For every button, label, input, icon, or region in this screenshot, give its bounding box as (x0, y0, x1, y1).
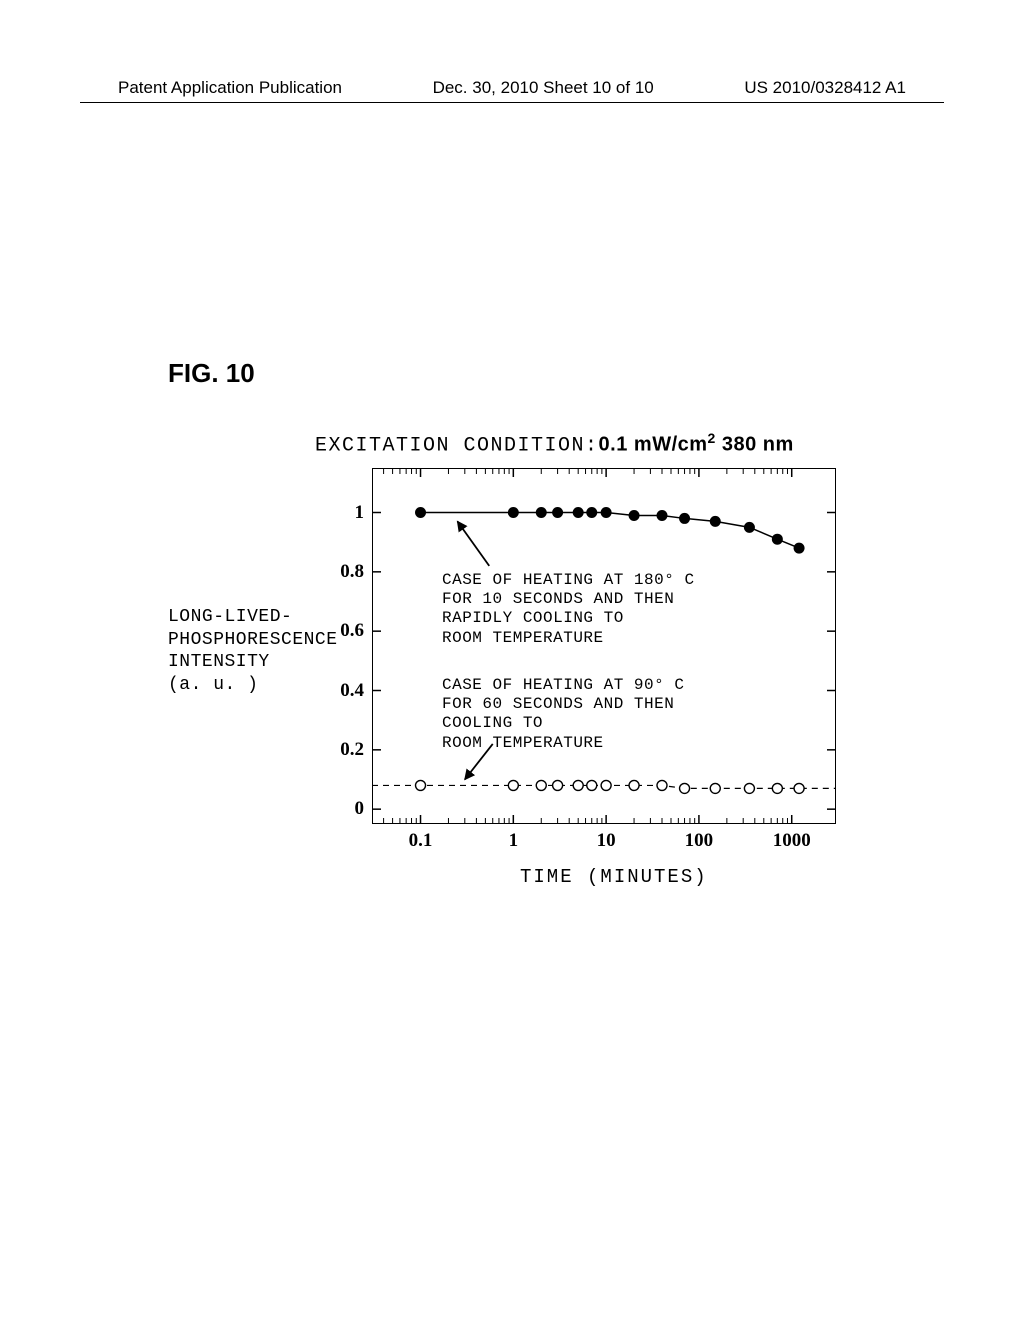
annotation-180c: CASE OF HEATING AT 180° C FOR 10 SECONDS… (442, 571, 695, 648)
figure-label: FIG. 10 (168, 358, 255, 389)
x-tick-label: 100 (674, 830, 724, 852)
ylabel-line3: INTENSITY (168, 651, 338, 674)
annot-180-l2: FOR 10 SECONDS AND THEN (442, 590, 695, 609)
y-tick-label: 0.6 (324, 620, 364, 642)
ylabel-line4: (a. u. ) (168, 674, 338, 697)
annot-90-l2: FOR 60 SECONDS AND THEN (442, 695, 684, 714)
y-tick-label: 0.2 (324, 739, 364, 761)
y-tick-label: 0 (324, 798, 364, 820)
annot-90-l3: COOLING TO (442, 714, 684, 733)
excitation-exp: 2 (708, 430, 716, 446)
excitation-wavelength: 380 nm (716, 434, 794, 456)
x-tick-label: 1000 (767, 830, 817, 852)
y-axis-label: LONG-LIVED- PHOSPHORESCENCE INTENSITY (a… (168, 606, 338, 696)
x-tick-label: 0.1 (396, 830, 446, 852)
y-tick-label: 0.8 (324, 561, 364, 583)
ylabel-line1: LONG-LIVED- (168, 606, 338, 629)
header-center: Dec. 30, 2010 Sheet 10 of 10 (433, 78, 654, 98)
x-axis-label: TIME (MINUTES) (520, 866, 708, 888)
annot-180-l1: CASE OF HEATING AT 180° C (442, 571, 695, 590)
x-tick-label: 10 (581, 830, 631, 852)
x-tick-label: 1 (488, 830, 538, 852)
chart-container (372, 468, 836, 829)
annot-90-l4: ROOM TEMPERATURE (442, 734, 684, 753)
y-tick-label: 0.4 (324, 680, 364, 702)
annot-90-l1: CASE OF HEATING AT 90° C (442, 676, 684, 695)
annot-180-l3: RAPIDLY COOLING TO (442, 609, 695, 628)
ylabel-line2: PHOSPHORESCENCE (168, 629, 338, 652)
y-tick-label: 1 (324, 502, 364, 524)
excitation-value: 0.1 mW/cm (599, 434, 708, 456)
header-rule (80, 102, 944, 103)
annotation-90c: CASE OF HEATING AT 90° C FOR 60 SECONDS … (442, 676, 684, 753)
header-right: US 2010/0328412 A1 (744, 78, 906, 98)
excitation-condition: EXCITATION CONDITION:0.1 mW/cm2 380 nm (315, 430, 794, 458)
excitation-prefix: EXCITATION CONDITION: (315, 435, 599, 458)
page-header: Patent Application Publication Dec. 30, … (0, 78, 1024, 98)
annot-180-l4: ROOM TEMPERATURE (442, 629, 695, 648)
header-left: Patent Application Publication (118, 78, 342, 98)
